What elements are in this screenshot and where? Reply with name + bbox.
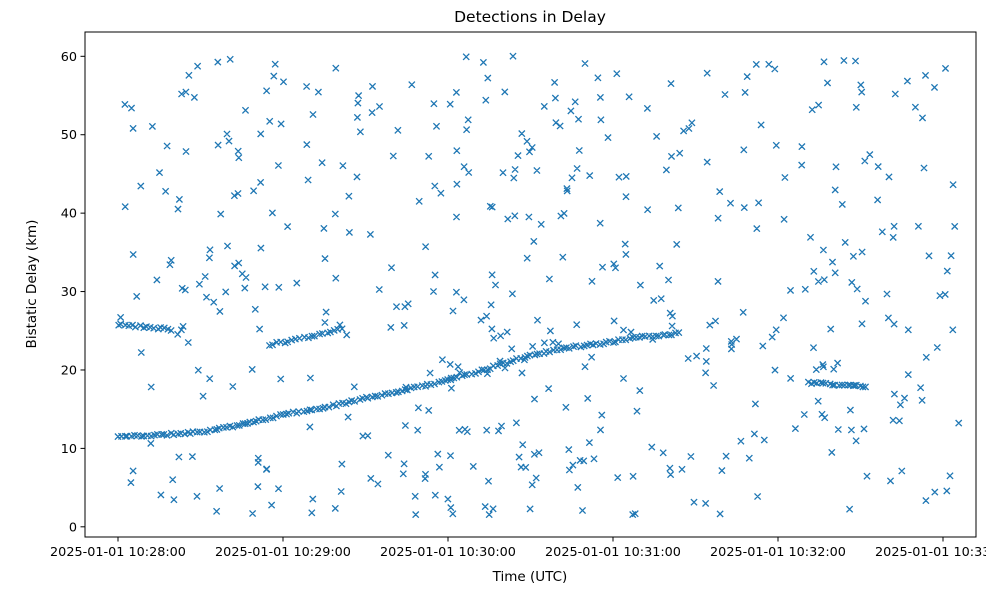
x-tick-label: 2025-01-01 10:28:00 xyxy=(50,545,186,560)
series-clutter xyxy=(117,52,963,519)
series-target-track xyxy=(114,329,683,441)
axes: 2025-01-01 10:28:00 2025-01-01 10:29:00 20… xyxy=(50,31,986,560)
x-tick-label: 2025-01-01 10:30:00 xyxy=(380,545,516,560)
series-track-segment-4 xyxy=(115,320,175,335)
y-tick-label: 50 xyxy=(61,128,77,143)
y-axis-label: Bistatic Delay (km) xyxy=(24,220,40,349)
x-tick-label: 2025-01-01 10:31:00 xyxy=(545,545,681,560)
chart-title: Detections in Delay xyxy=(454,8,606,26)
y-tick-label: 40 xyxy=(61,207,77,222)
x-tick-label: 2025-01-01 10:33:00 xyxy=(875,545,986,560)
y-tick-label: 10 xyxy=(61,442,77,457)
y-tick-label: 60 xyxy=(61,50,77,65)
plot-border xyxy=(84,31,977,538)
y-tick-label: 30 xyxy=(61,285,77,300)
x-tick-label: 2025-01-01 10:29:00 xyxy=(215,545,351,560)
y-tick-label: 20 xyxy=(61,363,77,378)
y-tick-label: 0 xyxy=(69,520,77,535)
plot-background xyxy=(85,32,976,537)
scatter-points xyxy=(114,52,963,519)
x-axis-label: Time (UTC) xyxy=(492,569,568,585)
x-tick-label: 2025-01-01 10:32:00 xyxy=(710,545,846,560)
series-track-segment-2 xyxy=(265,325,346,350)
